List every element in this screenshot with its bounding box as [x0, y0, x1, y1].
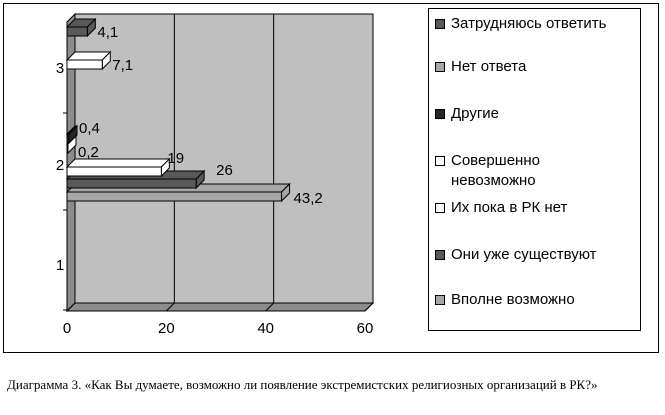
bar-front: [66, 59, 103, 70]
y-tick-label: 1: [56, 257, 64, 274]
bar: [65, 157, 171, 178]
legend-swatch: [435, 203, 445, 213]
bar: [65, 124, 79, 145]
legend-label: Вполне возможно: [451, 291, 575, 308]
legend-swatch: [435, 250, 445, 260]
chart-legend: Затрудняюсь ответить Нет ответа Другие Сове…: [428, 8, 641, 331]
floor-gridline: [66, 302, 76, 312]
bar-front: [66, 133, 70, 144]
x-tick-label: 40: [257, 320, 274, 337]
data-label: 26: [216, 162, 233, 179]
bar-front: [66, 191, 283, 202]
gridlines: [66, 14, 374, 312]
data-label: 0,4: [79, 120, 100, 137]
data-label: 4,1: [97, 24, 118, 41]
x-tick-label: 0: [63, 320, 71, 337]
data-label: 7,1: [112, 57, 133, 74]
floor: [65, 302, 375, 312]
legend-label: Затрудняюсь ответить: [451, 15, 607, 32]
legend-label: Их пока в РК нет: [451, 199, 568, 216]
floor-gridline: [265, 302, 275, 312]
x-axis-ticks: 0 20 40 60: [63, 320, 374, 337]
legend-swatch: [435, 295, 445, 305]
legend-label: Другие: [451, 105, 500, 122]
chart-caption: Диаграмма 3. «Как Вы думаете, возможно л…: [7, 377, 598, 392]
legend-swatch: [435, 19, 445, 29]
floor-gridline: [364, 302, 374, 312]
bar: [65, 50, 112, 71]
data-label: 43,2: [294, 190, 323, 207]
bar-chart: 43,2 26 19 0,2 7,1 0,4 4,1 1 2 3 0 20 40 60: [56, 12, 375, 337]
legend-label: Они уже существуют: [451, 246, 597, 263]
data-labels: 43,2 26 19 0,2 7,1 0,4 4,1: [78, 24, 323, 207]
bar-front: [66, 178, 197, 189]
legend-label: Совершенно невозможно: [451, 152, 540, 189]
data-label: 19: [167, 150, 184, 167]
y-tick-label: 3: [56, 60, 64, 77]
bar-front: [66, 26, 88, 37]
legend-swatch: [435, 109, 445, 119]
bars: [65, 17, 291, 203]
bar: [65, 17, 97, 38]
legend-swatch: [435, 62, 445, 72]
legend-label: Нет ответа: [451, 58, 527, 75]
x-tick-label: 60: [357, 320, 374, 337]
data-label: 0,2: [78, 144, 99, 161]
bar-front: [66, 166, 162, 177]
x-tick-label: 20: [158, 320, 175, 337]
floor-gridline: [165, 302, 175, 312]
bar-front: [66, 143, 69, 154]
y-axis-ticks: 1 2 3: [56, 60, 67, 311]
y-tick-label: 2: [56, 157, 64, 174]
legend-swatch: [435, 156, 445, 166]
